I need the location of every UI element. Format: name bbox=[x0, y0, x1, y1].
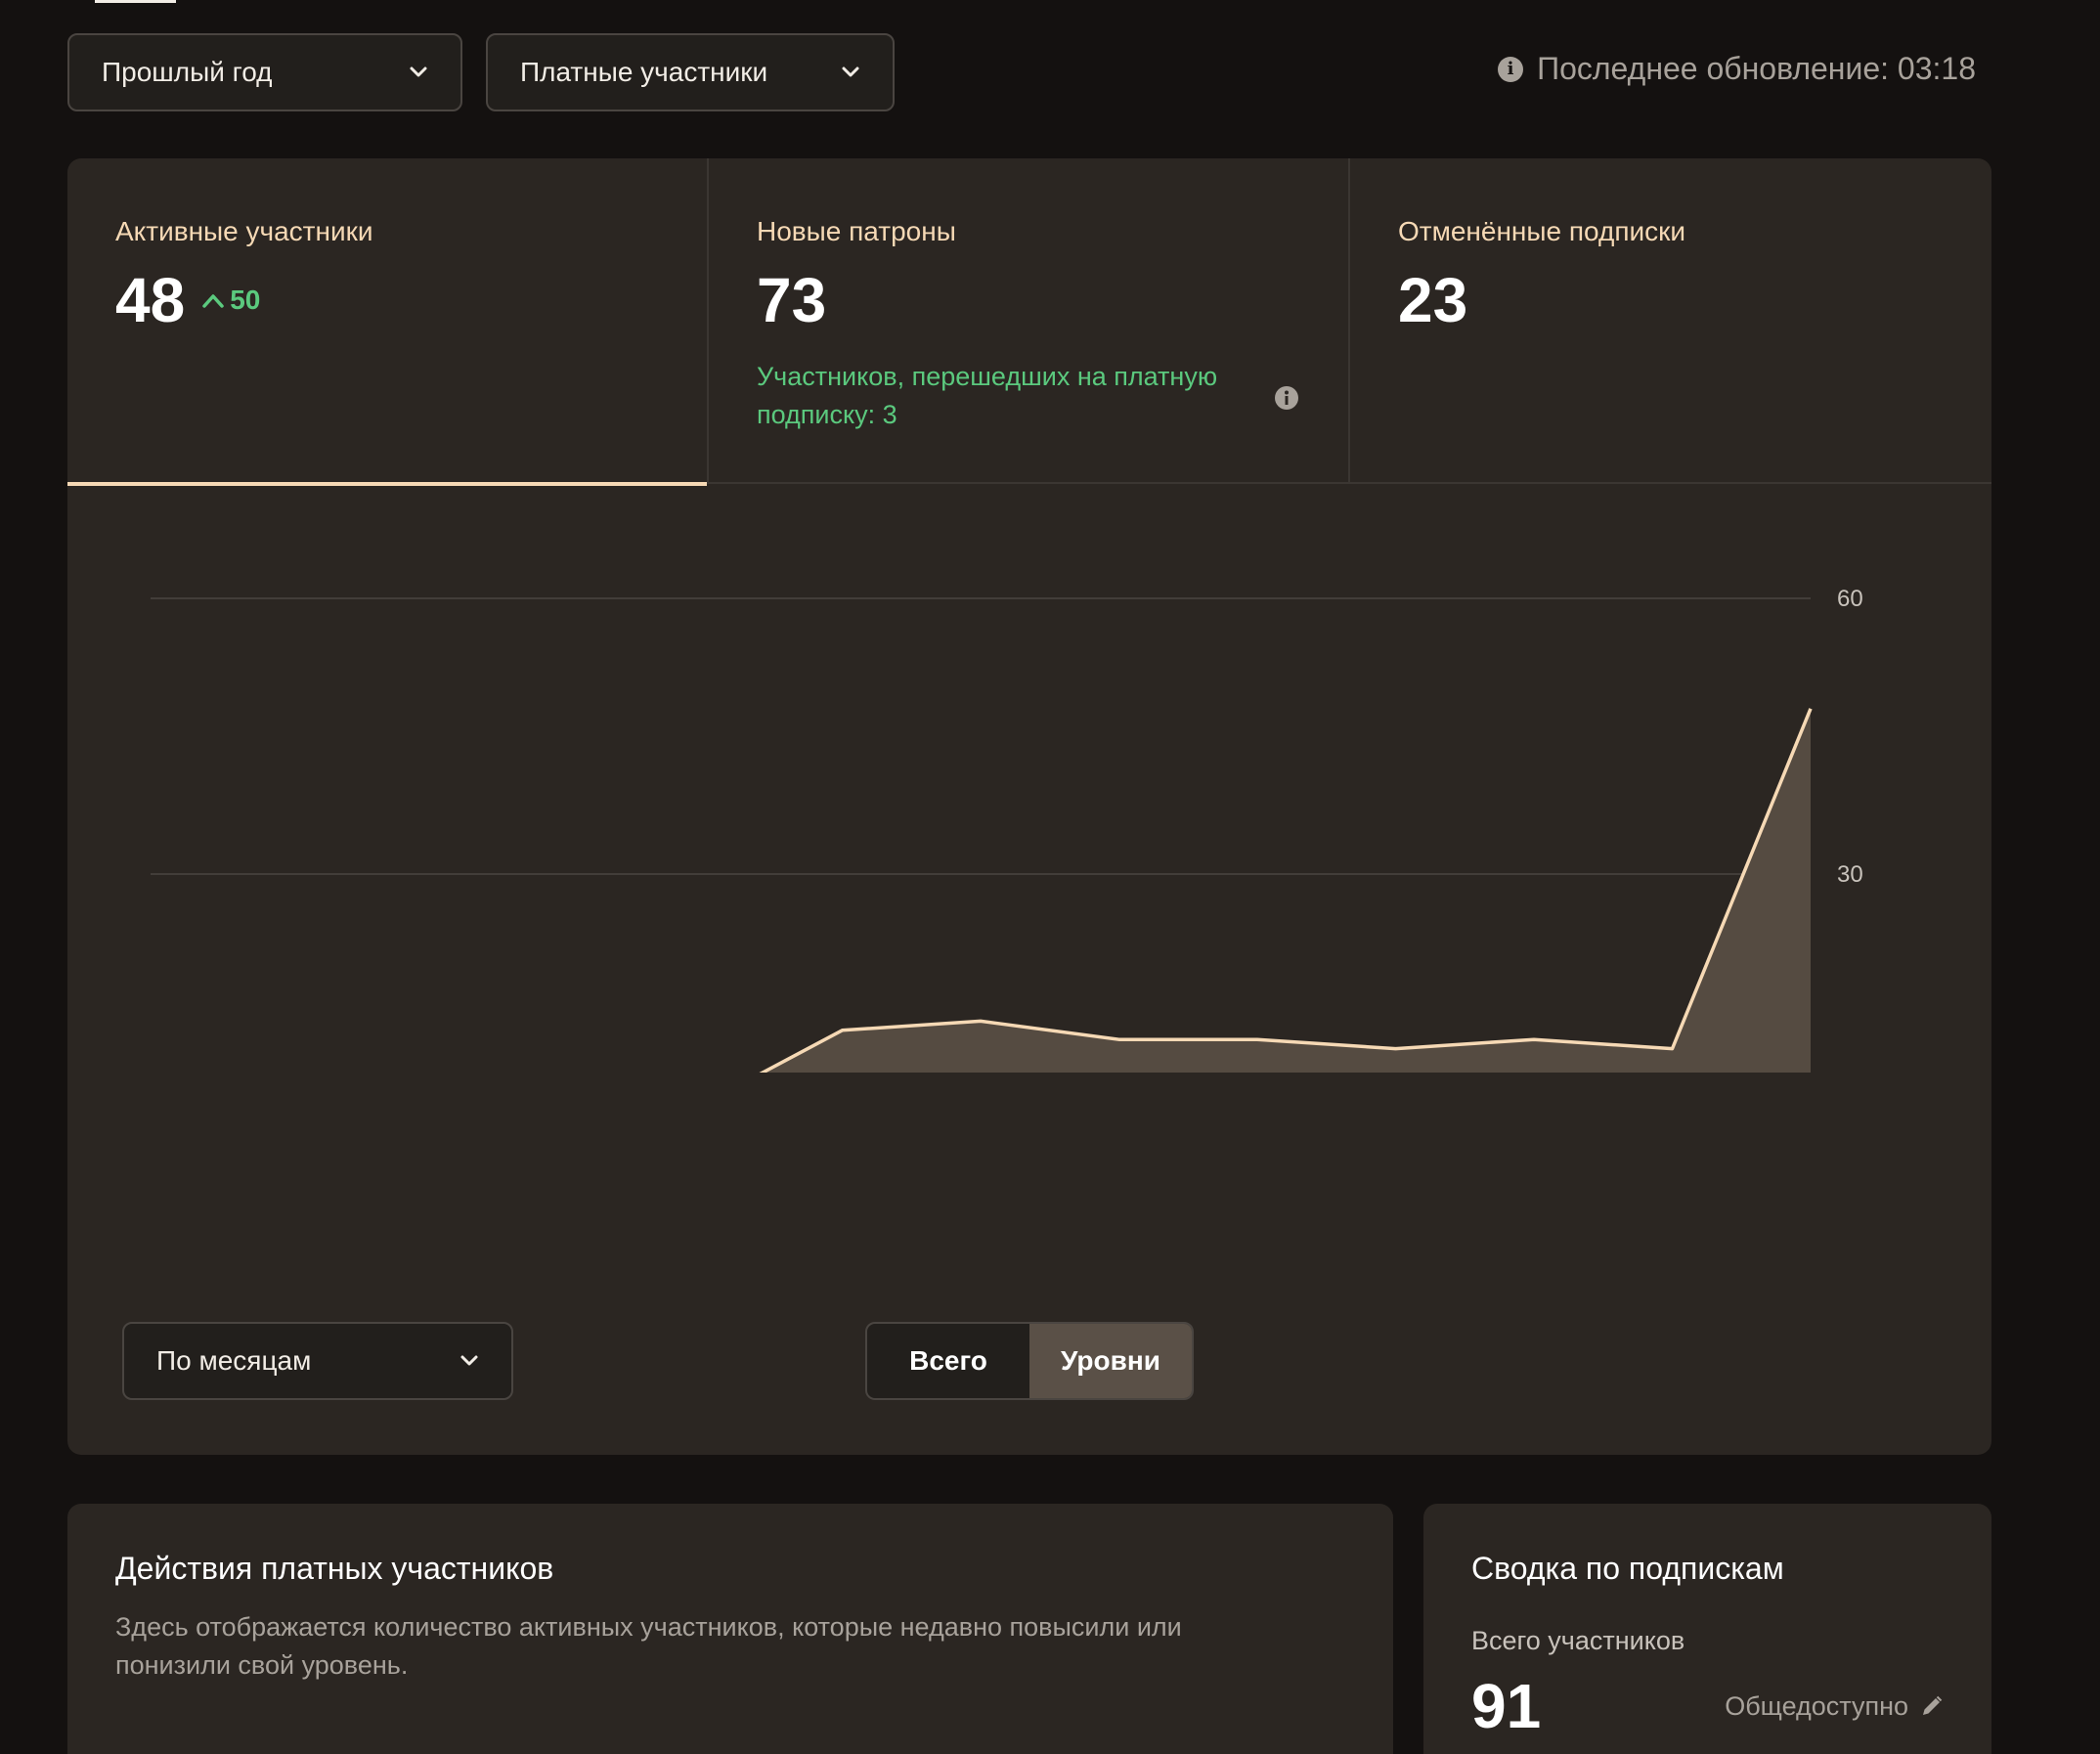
y-tick-label: 60 bbox=[1837, 586, 1863, 612]
stat-label: Отменённые подписки bbox=[1398, 216, 1686, 246]
tab-new-patrons[interactable]: Новые патроны 73 Участников, перешедших … bbox=[709, 158, 1350, 484]
visibility-toggle[interactable]: Общедоступно bbox=[1725, 1691, 1944, 1722]
stat-label: Активные участники bbox=[115, 216, 373, 246]
chevron-down-icon bbox=[840, 62, 861, 83]
visibility-label: Общедоступно bbox=[1725, 1690, 1908, 1721]
paid-member-actions-card: Действия платных участников Здесь отобра… bbox=[67, 1504, 1393, 1754]
stat-delta-value: 50 bbox=[230, 285, 261, 315]
card-title: Действия платных участников bbox=[115, 1551, 554, 1586]
chevron-down-icon bbox=[459, 1350, 480, 1372]
card-title: Сводка по подпискам bbox=[1471, 1551, 1784, 1586]
stats-card: Активные участники 48 50 Новые патроны 7… bbox=[67, 158, 1991, 1455]
subscription-summary-card: Сводка по подпискам Всего участников 91 … bbox=[1423, 1504, 1991, 1754]
view-toggle: Всего Уровни bbox=[865, 1322, 1194, 1400]
last-update-text: Последнее обновление: 03:18 bbox=[1537, 51, 1976, 86]
period-dropdown[interactable]: Прошлый год bbox=[67, 33, 462, 111]
pencil-icon bbox=[1923, 1695, 1943, 1715]
y-tick-label: 30 bbox=[1837, 861, 1863, 888]
chevron-down-icon bbox=[408, 62, 429, 83]
segment-total[interactable]: Всего bbox=[909, 1345, 987, 1376]
area-fill bbox=[763, 708, 1811, 1073]
stat-note: Участников, перешедших на платную подпис… bbox=[757, 362, 1218, 429]
segment-tiers[interactable]: Уровни bbox=[1029, 1324, 1192, 1398]
stat-delta: 50 bbox=[200, 285, 260, 316]
tab-cancelled-subscriptions[interactable]: Отменённые подписки 23 bbox=[1350, 158, 1991, 484]
arrow-up-icon bbox=[202, 294, 224, 308]
top-tab-indicator bbox=[95, 0, 176, 3]
last-update: i Последнее обновление: 03:18 bbox=[1498, 51, 1976, 87]
stat-value: 48 bbox=[115, 265, 186, 335]
members-chart: 03060нояб. 2023 г.янв. 2024 г.март 2024 … bbox=[67, 486, 1991, 1073]
members-dropdown[interactable]: Платные участники bbox=[486, 33, 895, 111]
total-members-value: 91 bbox=[1471, 1671, 1542, 1741]
stat-tabs: Активные участники 48 50 Новые патроны 7… bbox=[67, 158, 1991, 486]
info-icon: i bbox=[1498, 56, 1524, 82]
tab-active-members[interactable]: Активные участники 48 50 bbox=[67, 158, 709, 486]
stat-value: 23 bbox=[1398, 265, 1468, 335]
members-dropdown-label: Платные участники bbox=[520, 57, 768, 87]
granularity-dropdown-label: По месяцам bbox=[156, 1345, 312, 1376]
members-chart-svg: 03060нояб. 2023 г.янв. 2024 г.март 2024 … bbox=[151, 586, 1863, 1073]
total-members-label: Всего участников bbox=[1471, 1626, 1685, 1655]
period-dropdown-label: Прошлый год bbox=[102, 57, 273, 87]
stat-label: Новые патроны bbox=[757, 216, 956, 246]
card-description: Здесь отображается количество активных у… bbox=[115, 1612, 1182, 1680]
series-line bbox=[759, 708, 1813, 1073]
info-icon[interactable] bbox=[1274, 385, 1299, 411]
granularity-dropdown[interactable]: По месяцам bbox=[122, 1322, 513, 1400]
stat-value: 73 bbox=[757, 265, 827, 335]
